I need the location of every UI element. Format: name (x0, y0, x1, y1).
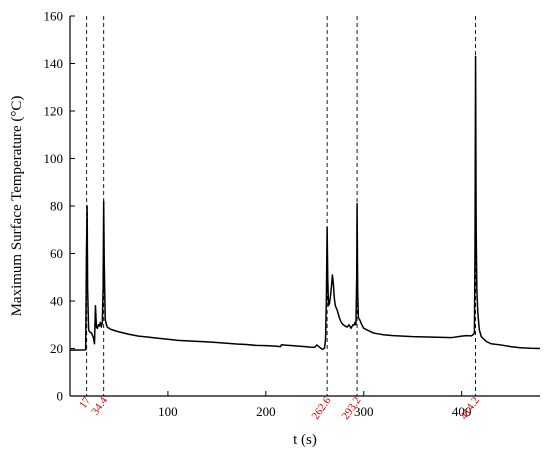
x-tick-label: 300 (354, 404, 374, 419)
y-tick-label: 20 (50, 341, 63, 356)
event-label: 262.6 (310, 394, 334, 422)
event-label: 414.2 (458, 395, 482, 422)
y-tick-label: 160 (44, 9, 64, 24)
x-tick-label: 100 (158, 404, 178, 419)
y-axis-ticks: 0 20 40 60 80 100 120 140 160 (44, 9, 75, 404)
y-tick-label: 140 (44, 56, 64, 71)
y-tick-label: 0 (57, 389, 64, 404)
event-label: 34.4 (89, 394, 110, 417)
x-tick-label: 200 (256, 404, 276, 419)
y-tick-label: 100 (44, 151, 64, 166)
y-tick-label: 40 (50, 294, 63, 309)
series-layer (69, 55, 541, 351)
x-tick-label: 400 (452, 404, 472, 419)
y-tick-label: 60 (50, 246, 63, 261)
plot-frame (69, 16, 540, 397)
x-axis-title: t (s) (293, 432, 317, 448)
y-tick-label: 120 (44, 104, 64, 119)
x-axis-ticks: 100 200 300 400 (158, 391, 471, 419)
temperature-series-line (69, 55, 541, 351)
y-tick-label: 80 (50, 199, 63, 214)
y-axis-title: Maximum Surface Temperature (°C) (9, 96, 25, 317)
